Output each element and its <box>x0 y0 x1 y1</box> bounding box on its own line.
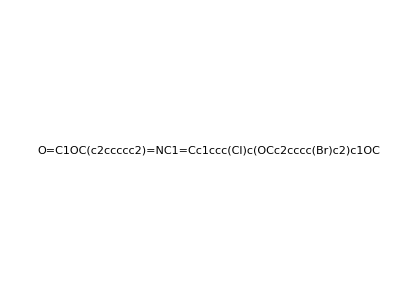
Text: O=C1OC(c2ccccc2)=NC1=Cc1ccc(Cl)c(OCc2cccc(Br)c2)c1OC: O=C1OC(c2ccccc2)=NC1=Cc1ccc(Cl)c(OCc2ccc… <box>37 145 380 156</box>
